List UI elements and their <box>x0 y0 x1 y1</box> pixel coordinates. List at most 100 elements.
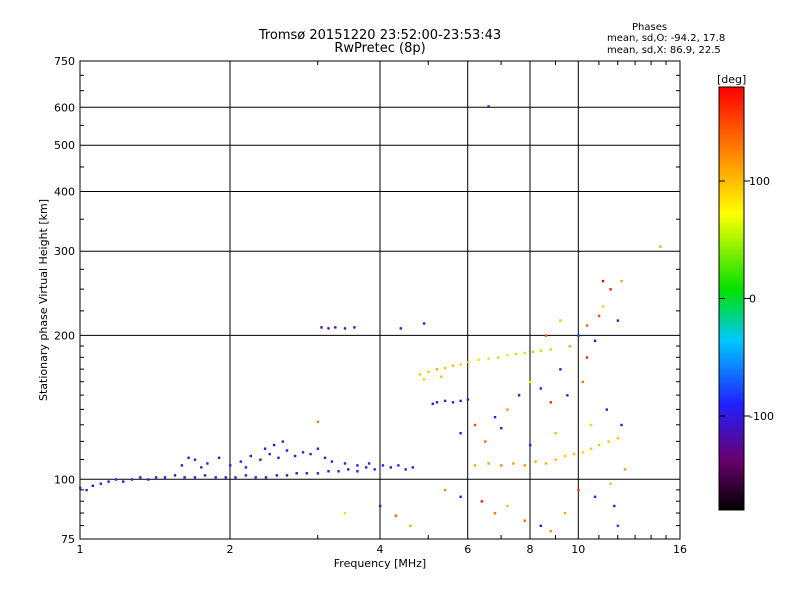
data-point <box>259 458 262 461</box>
data-point <box>500 427 503 430</box>
data-point <box>85 488 88 492</box>
data-point <box>620 279 623 283</box>
data-point <box>484 440 487 443</box>
data-point <box>327 327 330 330</box>
data-point <box>203 474 207 477</box>
data-point <box>431 402 434 405</box>
data-point <box>394 514 398 517</box>
data-point <box>173 474 177 477</box>
data-point <box>347 468 350 471</box>
data-point <box>451 401 455 404</box>
data-point <box>659 245 662 248</box>
plot-grid <box>80 61 680 539</box>
colorbar-unit-label: [deg] <box>717 73 746 86</box>
data-point <box>597 443 601 447</box>
x-tick-label: 8 <box>527 543 534 556</box>
data-point <box>239 460 242 463</box>
data-point <box>389 466 392 469</box>
data-point <box>114 478 118 481</box>
data-point <box>451 364 455 367</box>
y-axis-label: Stationary phase Virtual Height [km] <box>37 199 50 401</box>
data-point <box>493 512 497 515</box>
data-point <box>334 326 337 329</box>
data-point <box>443 399 447 403</box>
data-point <box>473 464 477 467</box>
data-point <box>277 456 280 459</box>
data-point <box>180 464 184 467</box>
data-point <box>531 350 535 353</box>
data-point <box>139 476 142 479</box>
data-point <box>601 279 605 283</box>
data-point <box>459 399 462 403</box>
plot-frame <box>79 60 681 540</box>
x-tick-label: 16 <box>673 543 687 556</box>
data-point <box>593 495 597 498</box>
x-tick-label: 4 <box>377 543 384 556</box>
data-point <box>512 462 515 465</box>
data-point <box>506 504 509 508</box>
data-point <box>581 380 584 384</box>
data-point <box>327 470 330 473</box>
data-point <box>305 472 308 475</box>
y-axis-ticks: 75 100 200 300 400 500 600 750 <box>54 55 680 546</box>
data-point <box>263 447 267 450</box>
data-point <box>163 476 167 479</box>
data-point <box>568 345 571 348</box>
data-point <box>323 456 327 459</box>
data-point <box>577 488 580 492</box>
data-point <box>609 288 612 291</box>
data-point <box>443 488 447 492</box>
colorbar-tick-label: -100 <box>749 410 774 423</box>
data-point <box>616 319 620 322</box>
x-tick-label: 6 <box>464 543 471 556</box>
data-point <box>356 464 359 467</box>
data-point <box>244 466 248 469</box>
data-point <box>320 326 323 329</box>
data-point <box>613 504 616 508</box>
data-point <box>244 474 248 477</box>
data-point <box>365 466 368 469</box>
data-point <box>544 334 548 337</box>
data-point <box>589 423 593 427</box>
y-tick-label: 75 <box>61 533 75 546</box>
data-point <box>466 360 470 364</box>
data-point <box>379 504 382 508</box>
data-point <box>285 474 289 477</box>
data-point <box>200 466 203 469</box>
data-point <box>529 443 532 447</box>
data-point <box>309 452 312 456</box>
y-tick-label: 600 <box>54 101 75 114</box>
data-point <box>554 458 557 461</box>
data-point <box>399 327 402 330</box>
data-point <box>459 432 462 435</box>
data-point <box>585 324 589 327</box>
data-point <box>544 462 548 465</box>
data-point <box>293 454 297 458</box>
x-tick-label: 10 <box>571 543 585 556</box>
data-point <box>539 387 542 390</box>
data-point <box>605 408 608 411</box>
data-point <box>147 478 150 481</box>
data-point <box>609 482 612 485</box>
data-point <box>554 432 557 435</box>
data-point <box>214 476 217 479</box>
data-point <box>330 460 334 463</box>
data-point <box>411 466 414 469</box>
data-point <box>254 476 257 479</box>
data-point <box>559 368 562 371</box>
data-point <box>566 394 569 397</box>
data-point <box>316 447 320 450</box>
data-point <box>480 500 484 503</box>
data-point <box>367 462 371 465</box>
data-point <box>549 348 552 351</box>
data-point <box>343 512 347 515</box>
phase-stats-o-mode: mean, sd,O: -94.2, 17.8 <box>607 33 726 44</box>
data-point <box>187 456 190 459</box>
data-point <box>422 322 426 325</box>
data-point <box>549 529 552 533</box>
data-point <box>206 462 209 465</box>
data-point <box>593 339 597 342</box>
data-point <box>623 468 627 471</box>
data-point <box>517 394 521 397</box>
data-point <box>409 524 412 527</box>
